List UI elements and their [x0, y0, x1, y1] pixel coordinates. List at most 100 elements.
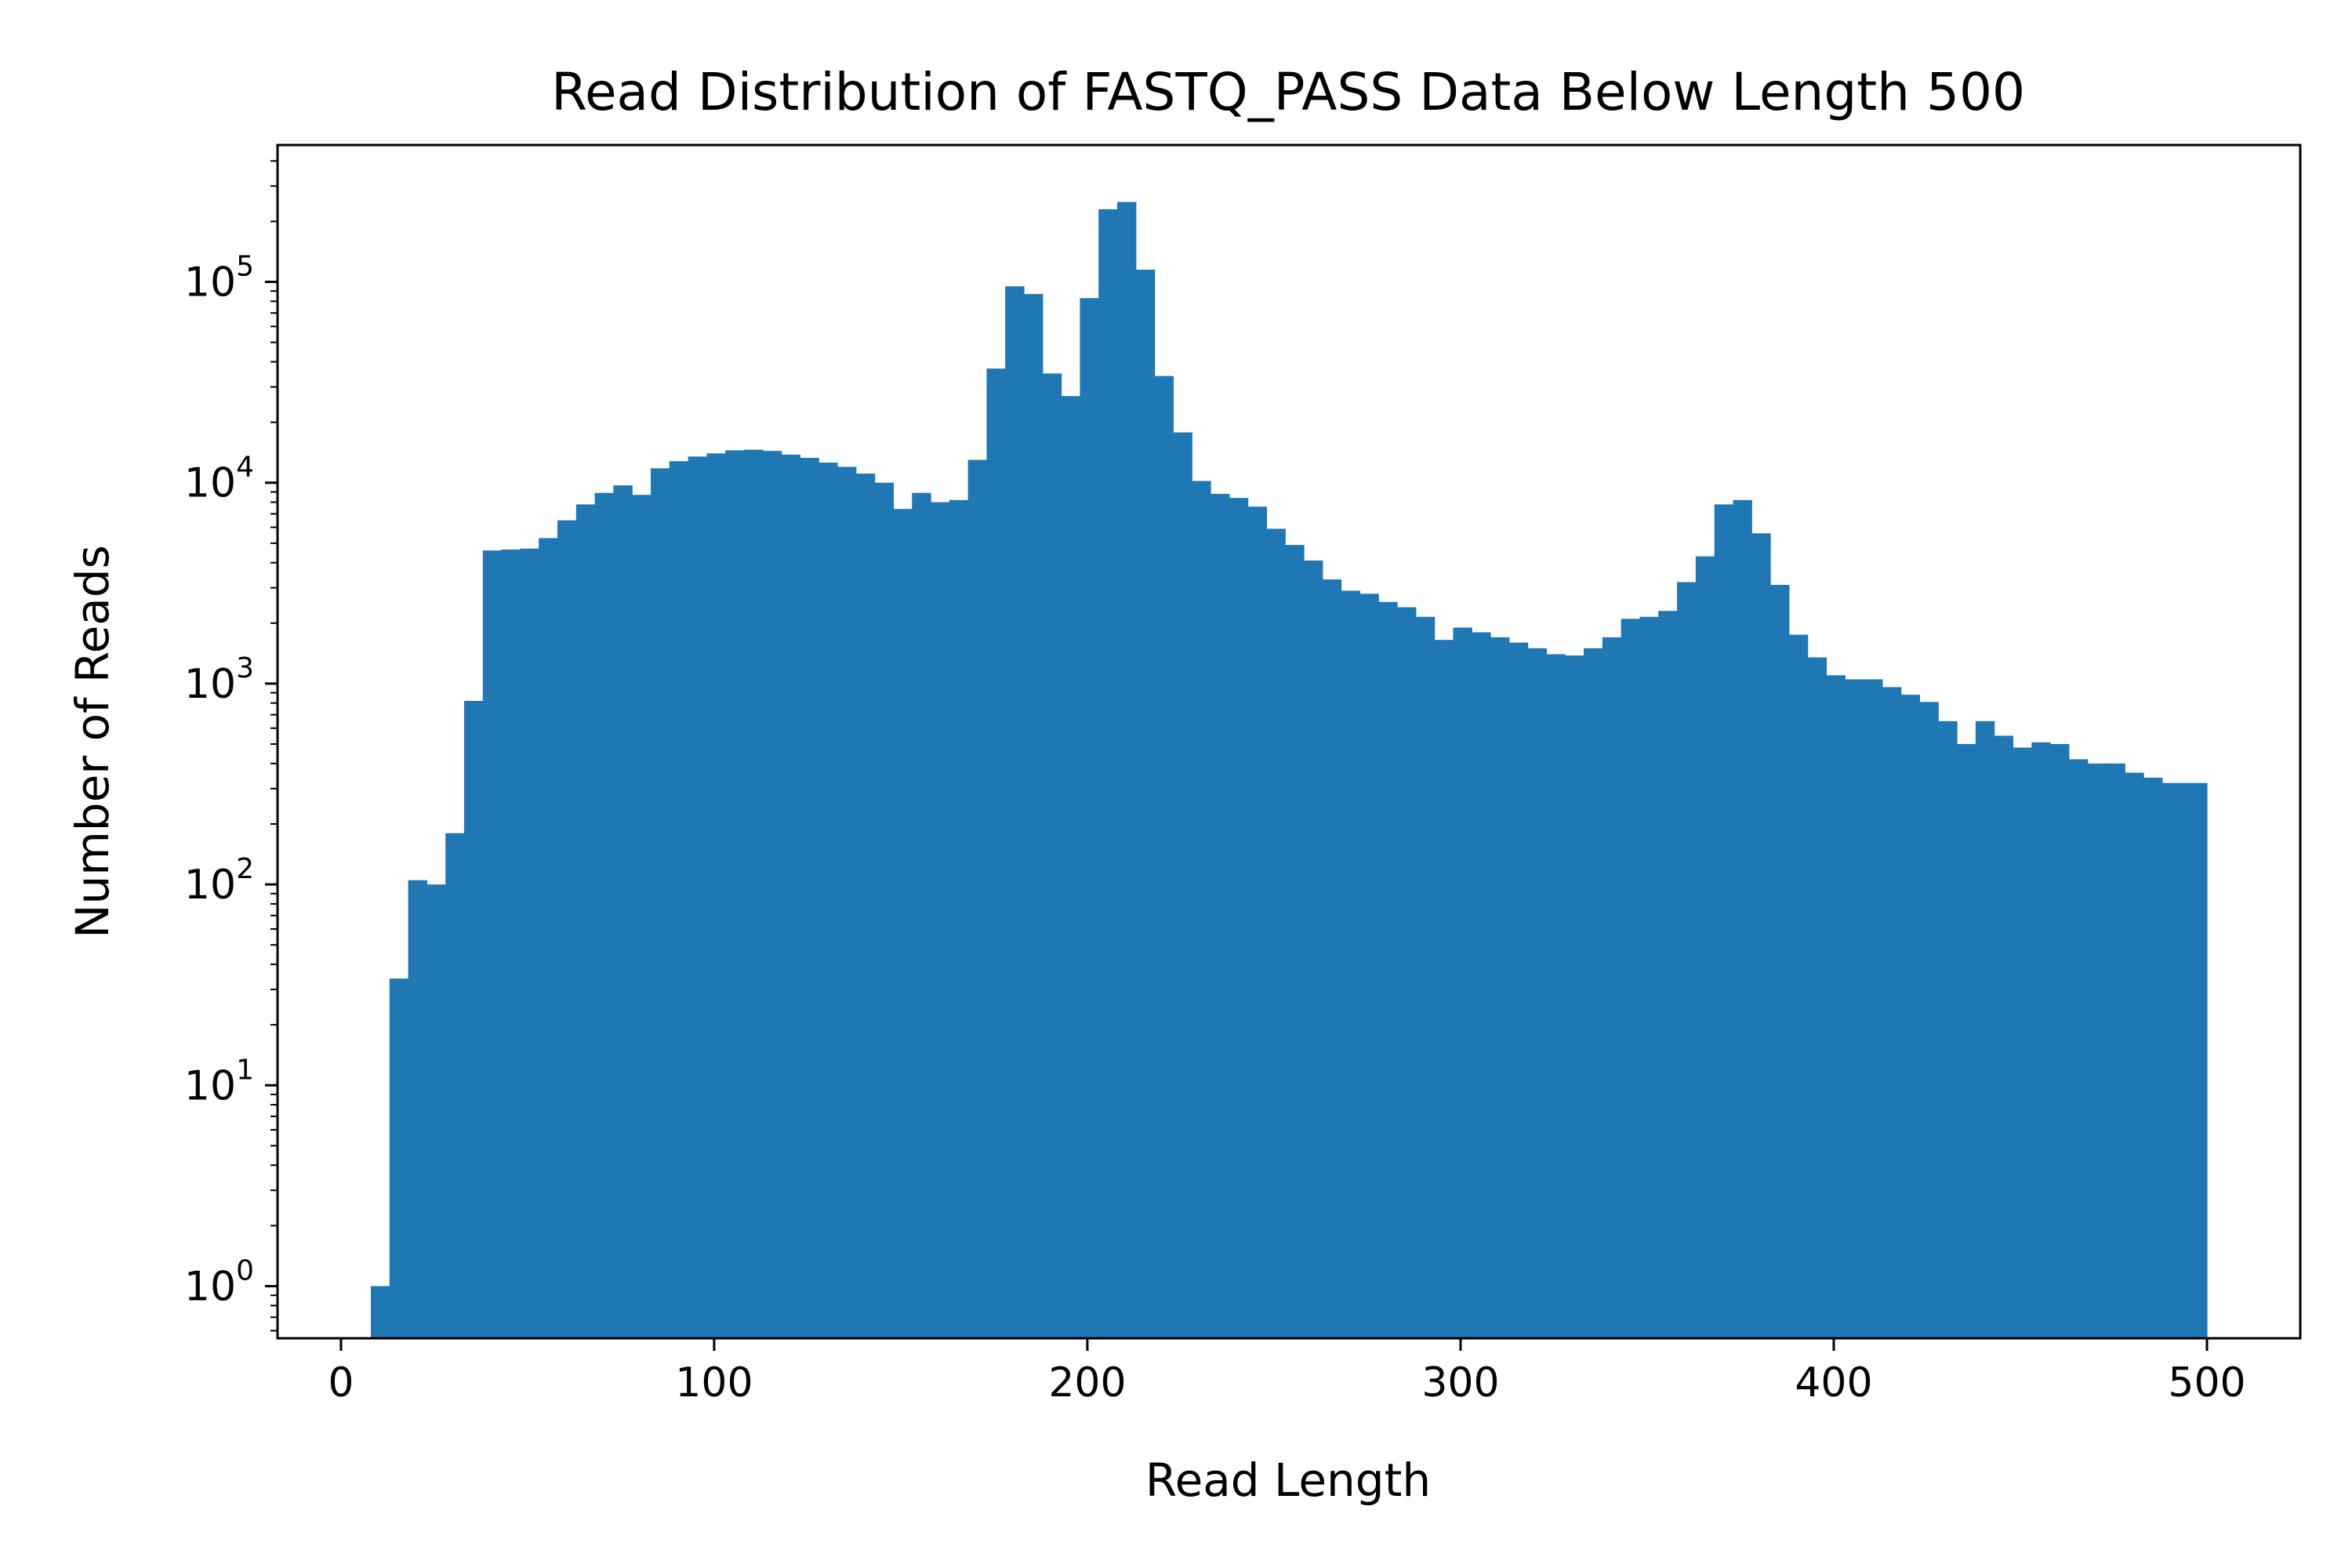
- histogram-bar: [1341, 590, 1361, 1338]
- histogram-bar: [725, 450, 745, 1338]
- histogram-bar: [1210, 493, 1230, 1339]
- histogram-bar: [1117, 201, 1137, 1339]
- histogram-bar: [800, 457, 819, 1338]
- histogram-bar: [1247, 506, 1268, 1338]
- histogram-bar: [1229, 498, 1249, 1338]
- chart-title: Read Distribution of FASTQ_PASS Data Bel…: [551, 62, 2025, 122]
- histogram-bar: [1919, 702, 1939, 1338]
- histogram-bar: [557, 520, 577, 1338]
- histogram-bar: [2106, 763, 2125, 1338]
- y-tick-label: 105: [184, 251, 254, 307]
- histogram-bar: [1266, 528, 1286, 1339]
- histogram-bar: [2013, 747, 2032, 1338]
- histogram-bar: [1639, 616, 1659, 1338]
- histogram-bar: [464, 700, 484, 1338]
- histogram-bar: [1508, 642, 1529, 1338]
- histogram-bar: [1378, 601, 1398, 1338]
- histogram-bar: [594, 492, 615, 1339]
- y-tick-label: 100: [184, 1254, 254, 1310]
- histogram-bar: [1005, 286, 1025, 1339]
- y-tick-label: 104: [184, 452, 254, 507]
- y-axis-label: Number of Reads: [66, 545, 119, 938]
- histogram-bar: [967, 459, 988, 1338]
- histogram-bar: [1527, 648, 1548, 1338]
- histogram-bar: [482, 550, 503, 1338]
- histogram-bar: [539, 538, 558, 1338]
- histogram-bar: [371, 1286, 390, 1338]
- histogram-bar: [1024, 294, 1044, 1338]
- histogram-bar: [1322, 579, 1342, 1338]
- histogram-bar: [2031, 742, 2051, 1338]
- x-tick-label: 300: [1421, 1359, 1499, 1406]
- histogram-bar: [1304, 560, 1323, 1338]
- histogram-bar: [1192, 481, 1211, 1338]
- histogram-bar: [1621, 619, 1641, 1338]
- x-tick-label: 0: [328, 1359, 354, 1406]
- histogram-bars: [371, 201, 2208, 1339]
- histogram-bar: [1061, 396, 1081, 1339]
- histogram-bar: [1994, 735, 2014, 1338]
- histogram-bar: [632, 495, 652, 1339]
- histogram-bar: [1770, 585, 1790, 1338]
- histogram-bar: [1080, 298, 1099, 1338]
- y-axis-ticks: 100 101 102 103 104 105: [184, 160, 278, 1332]
- histogram-bar: [855, 474, 876, 1338]
- histogram-bar: [1098, 209, 1118, 1338]
- histogram-bar: [1415, 616, 1436, 1338]
- histogram-bar: [2180, 782, 2208, 1338]
- histogram-bar: [762, 451, 782, 1338]
- histogram-bar: [781, 454, 801, 1338]
- histogram-bar: [2050, 744, 2070, 1338]
- histogram-bar: [912, 492, 931, 1339]
- histogram-bar: [445, 833, 465, 1338]
- histogram-bar: [1975, 720, 1995, 1338]
- histogram-bar: [1434, 640, 1454, 1338]
- histogram-bar: [1845, 679, 1864, 1338]
- histogram-bar: [501, 549, 521, 1338]
- histogram-bar: [2143, 777, 2163, 1338]
- histogram-bar: [1602, 637, 1622, 1338]
- histogram-bar: [1788, 634, 1809, 1338]
- histogram-bar: [1042, 373, 1062, 1339]
- histogram-bar: [818, 463, 838, 1338]
- x-tick-label: 400: [1795, 1359, 1872, 1406]
- histogram-bar: [1565, 655, 1584, 1338]
- histogram-bar: [837, 466, 857, 1339]
- y-tick-label: 101: [184, 1054, 254, 1109]
- histogram-bar: [1882, 687, 1902, 1338]
- histogram-bar: [1695, 556, 1715, 1338]
- histogram-bar: [651, 468, 670, 1338]
- x-tick-label: 200: [1048, 1359, 1126, 1406]
- plot-frame: [276, 143, 2302, 1340]
- histogram-bar: [613, 485, 633, 1338]
- histogram-bar: [949, 499, 969, 1338]
- histogram-bar: [1546, 654, 1566, 1338]
- histogram-bar: [2068, 759, 2089, 1338]
- x-tick-label: 100: [675, 1359, 753, 1406]
- histogram-bar: [1714, 504, 1734, 1338]
- x-axis-ticks: 0 100 200 300 400 500: [328, 1338, 2246, 1406]
- histogram-bar: [1490, 637, 1510, 1338]
- histogram-bar: [1658, 611, 1678, 1338]
- x-axis-label: Read Length: [1145, 1454, 1431, 1507]
- histogram-bar: [1677, 582, 1697, 1338]
- histogram-bar: [1135, 269, 1156, 1339]
- histogram-bar: [408, 880, 428, 1338]
- histogram-bar: [1957, 744, 1976, 1338]
- histogram-bar: [1864, 679, 1883, 1338]
- y-tick-label: 102: [184, 853, 254, 909]
- histogram-bar: [426, 884, 446, 1338]
- histogram-bar: [706, 453, 726, 1338]
- histogram-bar: [1751, 533, 1771, 1338]
- histogram-bar: [1733, 499, 1752, 1338]
- histogram-bar: [2161, 782, 2182, 1338]
- histogram-bar: [1472, 632, 1491, 1338]
- histogram-bar: [874, 482, 895, 1338]
- histogram-bar: [1584, 648, 1603, 1338]
- histogram-bar: [688, 456, 708, 1338]
- y-tick-label: 103: [184, 652, 254, 708]
- histogram-bar: [669, 461, 689, 1338]
- histogram-bar: [575, 504, 596, 1338]
- histogram-bar: [893, 509, 913, 1338]
